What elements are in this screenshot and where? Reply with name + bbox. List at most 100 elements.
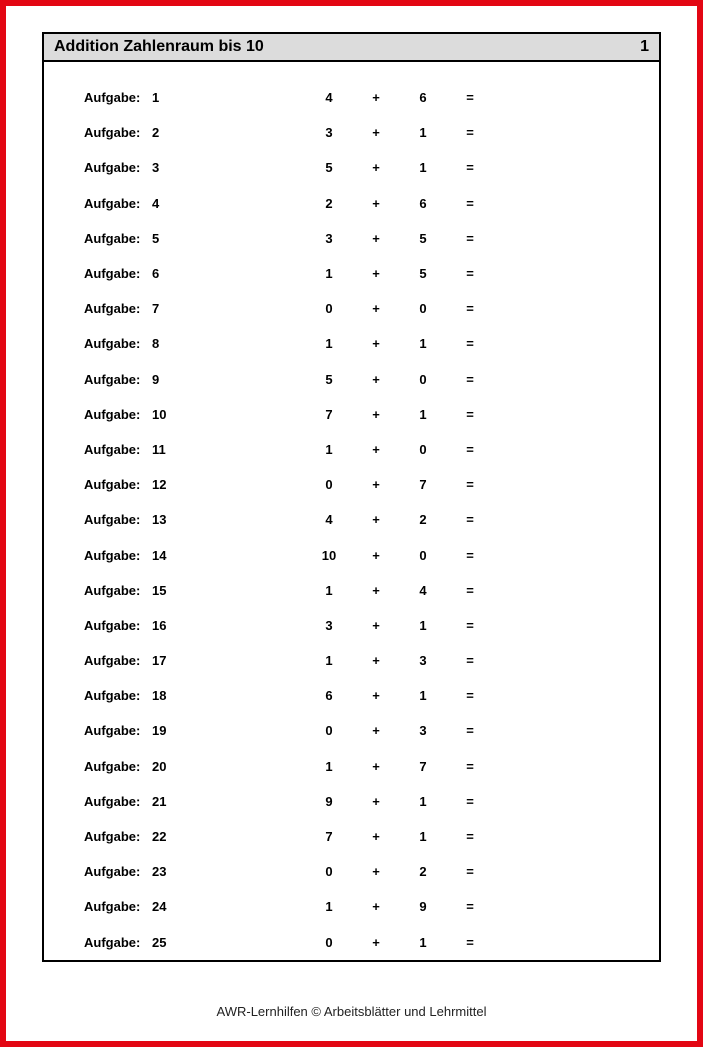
task-row: Aufgabe:61+5= bbox=[44, 256, 659, 291]
task-row: Aufgabe:1410+0= bbox=[44, 537, 659, 572]
equals-sign: = bbox=[450, 759, 490, 774]
task-row: Aufgabe:230+2= bbox=[44, 854, 659, 889]
operand-b: 2 bbox=[396, 512, 450, 527]
equals-sign: = bbox=[450, 829, 490, 844]
plus-sign: + bbox=[356, 372, 396, 387]
operand-a: 0 bbox=[302, 935, 356, 950]
operand-b: 7 bbox=[396, 759, 450, 774]
operand-b: 2 bbox=[396, 864, 450, 879]
problems-area: Aufgabe:14+6=Aufgabe:23+1=Aufgabe:35+1=A… bbox=[44, 62, 659, 960]
operand-b: 7 bbox=[396, 477, 450, 492]
operand-a: 1 bbox=[302, 899, 356, 914]
plus-sign: + bbox=[356, 196, 396, 211]
plus-sign: + bbox=[356, 336, 396, 351]
task-label: Aufgabe: bbox=[44, 372, 152, 387]
operand-a: 1 bbox=[302, 653, 356, 668]
task-number: 18 bbox=[152, 688, 182, 703]
plus-sign: + bbox=[356, 899, 396, 914]
task-number: 12 bbox=[152, 477, 182, 492]
task-number: 6 bbox=[152, 266, 182, 281]
task-label: Aufgabe: bbox=[44, 935, 152, 950]
task-label: Aufgabe: bbox=[44, 548, 152, 563]
operand-b: 0 bbox=[396, 372, 450, 387]
task-number: 9 bbox=[152, 372, 182, 387]
operand-b: 0 bbox=[396, 301, 450, 316]
task-label: Aufgabe: bbox=[44, 336, 152, 351]
operand-b: 1 bbox=[396, 829, 450, 844]
plus-sign: + bbox=[356, 618, 396, 633]
operand-a: 3 bbox=[302, 231, 356, 246]
plus-sign: + bbox=[356, 688, 396, 703]
task-label: Aufgabe: bbox=[44, 160, 152, 175]
operand-a: 2 bbox=[302, 196, 356, 211]
worksheet-title: Addition Zahlenraum bis 10 bbox=[54, 38, 264, 56]
task-row: Aufgabe:241+9= bbox=[44, 889, 659, 924]
task-label: Aufgabe: bbox=[44, 266, 152, 281]
operand-a: 7 bbox=[302, 829, 356, 844]
operand-b: 3 bbox=[396, 723, 450, 738]
task-number: 16 bbox=[152, 618, 182, 633]
task-row: Aufgabe:35+1= bbox=[44, 150, 659, 185]
operand-a: 0 bbox=[302, 864, 356, 879]
task-row: Aufgabe:134+2= bbox=[44, 502, 659, 537]
task-label: Aufgabe: bbox=[44, 583, 152, 598]
task-label: Aufgabe: bbox=[44, 231, 152, 246]
task-number: 20 bbox=[152, 759, 182, 774]
plus-sign: + bbox=[356, 512, 396, 527]
task-label: Aufgabe: bbox=[44, 196, 152, 211]
operand-a: 6 bbox=[302, 688, 356, 703]
task-label: Aufgabe: bbox=[44, 723, 152, 738]
task-row: Aufgabe:219+1= bbox=[44, 784, 659, 819]
task-number: 4 bbox=[152, 196, 182, 211]
task-label: Aufgabe: bbox=[44, 407, 152, 422]
operand-b: 1 bbox=[396, 336, 450, 351]
task-row: Aufgabe:95+0= bbox=[44, 362, 659, 397]
task-number: 13 bbox=[152, 512, 182, 527]
task-row: Aufgabe:163+1= bbox=[44, 608, 659, 643]
operand-a: 9 bbox=[302, 794, 356, 809]
operand-b: 9 bbox=[396, 899, 450, 914]
equals-sign: = bbox=[450, 266, 490, 281]
plus-sign: + bbox=[356, 794, 396, 809]
operand-a: 1 bbox=[302, 583, 356, 598]
operand-a: 4 bbox=[302, 512, 356, 527]
task-label: Aufgabe: bbox=[44, 301, 152, 316]
equals-sign: = bbox=[450, 477, 490, 492]
equals-sign: = bbox=[450, 548, 490, 563]
task-number: 11 bbox=[152, 442, 182, 457]
operand-b: 6 bbox=[396, 196, 450, 211]
task-label: Aufgabe: bbox=[44, 618, 152, 633]
operand-b: 1 bbox=[396, 794, 450, 809]
task-number: 5 bbox=[152, 231, 182, 246]
plus-sign: + bbox=[356, 442, 396, 457]
task-label: Aufgabe: bbox=[44, 864, 152, 879]
task-row: Aufgabe:14+6= bbox=[44, 80, 659, 115]
task-number: 8 bbox=[152, 336, 182, 351]
task-label: Aufgabe: bbox=[44, 653, 152, 668]
operand-a: 10 bbox=[302, 548, 356, 563]
task-row: Aufgabe:70+0= bbox=[44, 291, 659, 326]
task-row: Aufgabe:201+7= bbox=[44, 749, 659, 784]
plus-sign: + bbox=[356, 90, 396, 105]
operand-b: 1 bbox=[396, 407, 450, 422]
task-row: Aufgabe:111+0= bbox=[44, 432, 659, 467]
plus-sign: + bbox=[356, 266, 396, 281]
equals-sign: = bbox=[450, 618, 490, 633]
plus-sign: + bbox=[356, 231, 396, 246]
task-number: 14 bbox=[152, 548, 182, 563]
operand-b: 0 bbox=[396, 548, 450, 563]
task-label: Aufgabe: bbox=[44, 90, 152, 105]
operand-a: 3 bbox=[302, 125, 356, 140]
equals-sign: = bbox=[450, 653, 490, 668]
operand-a: 5 bbox=[302, 372, 356, 387]
operand-a: 3 bbox=[302, 618, 356, 633]
task-label: Aufgabe: bbox=[44, 794, 152, 809]
task-label: Aufgabe: bbox=[44, 512, 152, 527]
plus-sign: + bbox=[356, 160, 396, 175]
task-row: Aufgabe:23+1= bbox=[44, 115, 659, 150]
plus-sign: + bbox=[356, 723, 396, 738]
plus-sign: + bbox=[356, 125, 396, 140]
task-number: 2 bbox=[152, 125, 182, 140]
task-row: Aufgabe:42+6= bbox=[44, 186, 659, 221]
plus-sign: + bbox=[356, 477, 396, 492]
